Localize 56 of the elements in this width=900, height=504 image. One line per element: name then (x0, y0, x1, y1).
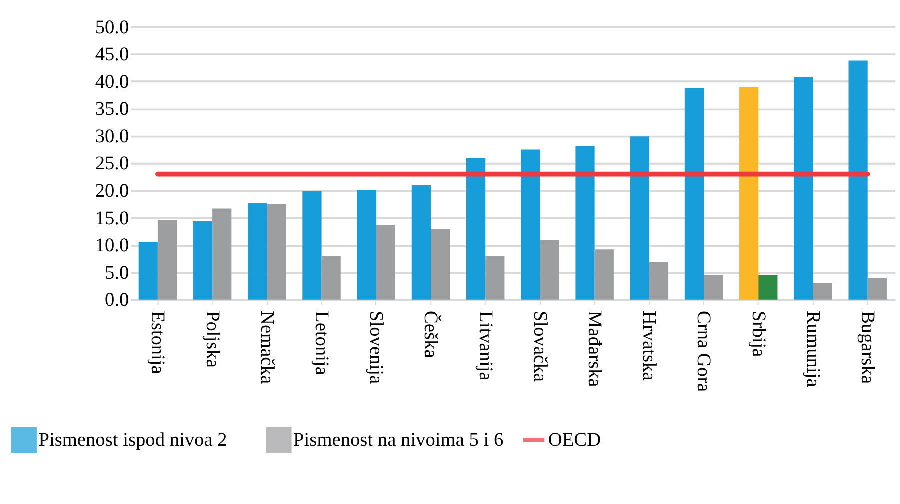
x-tick-label: Crna Gora (693, 311, 714, 393)
x-tick-label: Slovenija (366, 311, 387, 384)
y-tick-label: 5.0 (105, 262, 130, 284)
y-tick-label: 40.0 (95, 72, 130, 93)
bar (630, 136, 650, 300)
bar (376, 225, 396, 300)
bar (158, 220, 178, 300)
legend-label: Pismenost na nivoima 5 i 6 (294, 430, 504, 451)
x-tick-label: Hrvatska (638, 311, 660, 382)
x-tick-label: Nemačka (256, 311, 278, 384)
y-tick-label: 35.0 (95, 99, 130, 120)
bar (138, 242, 158, 300)
legend-label: Pismenost ispod nivoa 2 (38, 430, 228, 451)
y-tick-label: 20.0 (95, 181, 130, 202)
bar (576, 146, 595, 300)
bar (466, 158, 486, 300)
y-tick-label: 10.0 (95, 236, 130, 257)
bar (521, 150, 540, 300)
bar (248, 203, 268, 300)
y-tick-label: 45.0 (95, 44, 130, 66)
legend-label: OECD (548, 430, 602, 451)
bar (412, 185, 431, 300)
bar (794, 77, 814, 300)
bar (868, 278, 887, 300)
bar (684, 88, 704, 300)
bar (322, 256, 341, 300)
bar (486, 256, 505, 300)
x-tick-label: Mađarska (584, 311, 606, 388)
y-tick-label: 30.0 (95, 126, 130, 148)
x-tick-label: Slovačka (529, 311, 550, 382)
x-tick-label: Litvanija (474, 311, 496, 382)
x-tick-label: Estonija (147, 311, 168, 375)
bar (594, 250, 614, 300)
y-tick-label: 25.0 (95, 154, 130, 175)
bar (740, 88, 759, 300)
x-tick-label: Letonija (310, 311, 332, 376)
y-tick-label: 50.0 (95, 17, 130, 38)
bar (212, 208, 232, 300)
bar (813, 282, 832, 300)
bar (357, 190, 376, 300)
y-tick-label: 0.0 (105, 290, 130, 312)
bar (302, 191, 322, 300)
x-tick-label: Srbija (748, 311, 769, 358)
bar (193, 221, 213, 300)
x-tick-label: Češka (420, 311, 442, 359)
bar (848, 60, 868, 300)
bar (540, 240, 560, 300)
y-tick-label: 15.0 (95, 208, 130, 230)
x-tick-label: Rumunija (802, 311, 824, 388)
bar (267, 204, 286, 300)
x-tick-label: Bugarska (857, 311, 878, 384)
bar (758, 275, 778, 300)
bar (649, 262, 669, 300)
bar (704, 275, 724, 300)
bar (430, 229, 450, 300)
x-tick-label: Poljska (202, 311, 223, 368)
